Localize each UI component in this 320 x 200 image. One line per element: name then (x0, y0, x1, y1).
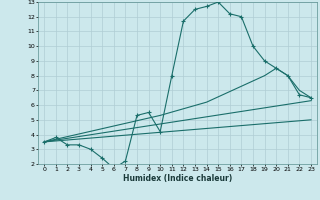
X-axis label: Humidex (Indice chaleur): Humidex (Indice chaleur) (123, 174, 232, 183)
